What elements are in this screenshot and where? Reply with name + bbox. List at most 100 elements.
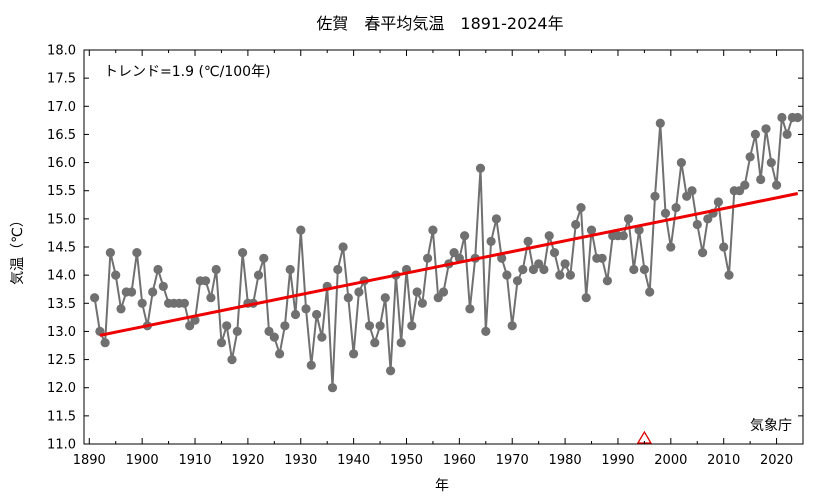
data-point	[216, 338, 227, 348]
data-point	[671, 203, 681, 213]
data-point	[90, 293, 100, 303]
data-point	[105, 248, 115, 258]
data-point	[597, 253, 607, 263]
source-label: 気象庁	[750, 418, 792, 434]
data-point	[539, 264, 549, 275]
data-point	[571, 219, 581, 230]
data-point	[386, 366, 396, 376]
data-point	[417, 298, 427, 308]
data-point	[497, 253, 507, 263]
data-point	[475, 163, 486, 173]
data-point	[290, 309, 301, 320]
x-tick-label: 1980	[549, 453, 582, 468]
data-point	[544, 231, 554, 241]
data-point	[639, 264, 650, 275]
y-tick-label: 11.5	[47, 409, 76, 424]
data-point	[423, 253, 433, 263]
data-point	[349, 349, 359, 359]
data-point	[518, 264, 528, 275]
data-point	[301, 304, 311, 314]
data-point	[719, 242, 729, 252]
data-point	[650, 191, 660, 201]
data-point	[438, 287, 449, 297]
data-point	[634, 225, 644, 235]
data-point	[158, 281, 168, 291]
data-point	[285, 264, 295, 275]
data-point	[460, 231, 470, 241]
data-point	[111, 270, 121, 280]
data-point	[618, 231, 628, 241]
data-point	[581, 293, 591, 303]
data-point	[750, 129, 761, 139]
data-point	[100, 338, 110, 348]
data-point	[465, 304, 475, 314]
data-point	[179, 298, 189, 308]
x-tick-label: 1970	[496, 453, 529, 468]
data-point	[676, 158, 687, 168]
y-tick-label: 15.5	[47, 184, 76, 199]
data-point	[724, 270, 734, 280]
x-tick-label: 1960	[443, 453, 476, 468]
x-axis-ticks: 1890 1900 1910 1920 1930 1940 1950 1960 1970 1980…	[73, 50, 793, 468]
plot-area	[83, 49, 804, 445]
y-axis-ticks: 11.0 11.5 12.0 12.5 13.0 13.5 14.0 14.5 15.0 15.5…	[47, 44, 803, 453]
data-point	[370, 338, 380, 348]
x-axis-label: 年	[435, 478, 449, 494]
data-point	[793, 112, 803, 123]
data-point	[512, 276, 523, 286]
data-point	[777, 112, 787, 123]
chart-title: 佐賀 春平均気温 1891-2024年	[316, 14, 563, 33]
y-tick-label: 14.5	[47, 241, 76, 256]
data-point	[772, 180, 782, 190]
data-point	[745, 152, 755, 162]
y-tick-label: 16.5	[47, 128, 76, 143]
data-point	[232, 326, 242, 336]
x-tick-label: 1910	[178, 453, 211, 468]
data-point	[486, 236, 496, 246]
y-tick-label: 17.5	[47, 72, 76, 87]
data-point	[280, 321, 290, 331]
data-point	[343, 293, 353, 303]
data-point	[296, 225, 306, 235]
data-point	[623, 214, 634, 224]
data-point	[137, 298, 147, 308]
data-point	[761, 124, 771, 134]
data-point	[549, 248, 560, 258]
y-tick-label: 17.0	[47, 100, 76, 115]
data-point	[338, 242, 348, 252]
data-point	[692, 219, 702, 230]
x-tick-label: 2010	[707, 453, 740, 468]
data-point	[766, 158, 776, 168]
data-point	[523, 236, 533, 246]
y-tick-label: 18.0	[47, 44, 76, 59]
data-point	[666, 242, 676, 252]
data-point	[396, 338, 406, 348]
data-point	[153, 264, 163, 275]
data-point	[306, 360, 316, 370]
data-point	[428, 225, 438, 235]
y-tick-label: 12.0	[47, 381, 76, 396]
data-point	[127, 287, 137, 297]
y-tick-label: 12.5	[47, 353, 76, 368]
data-point	[412, 287, 422, 297]
data-point	[269, 332, 279, 342]
data-point	[380, 293, 390, 303]
x-tick-label: 2000	[654, 453, 687, 468]
x-tick-label: 1930	[284, 453, 317, 468]
data-point	[586, 225, 597, 235]
data-point	[206, 293, 216, 303]
data-point	[660, 208, 671, 218]
data-point	[698, 248, 708, 258]
data-point	[227, 355, 237, 365]
data-point	[740, 180, 750, 190]
x-tick-label: 2020	[760, 453, 793, 468]
data-point	[756, 174, 766, 185]
data-point	[555, 270, 565, 280]
y-tick-label: 15.0	[47, 212, 76, 227]
data-point	[655, 118, 665, 128]
data-point	[481, 326, 491, 336]
data-point	[253, 270, 264, 280]
data-point	[645, 287, 655, 297]
data-point	[502, 270, 512, 280]
